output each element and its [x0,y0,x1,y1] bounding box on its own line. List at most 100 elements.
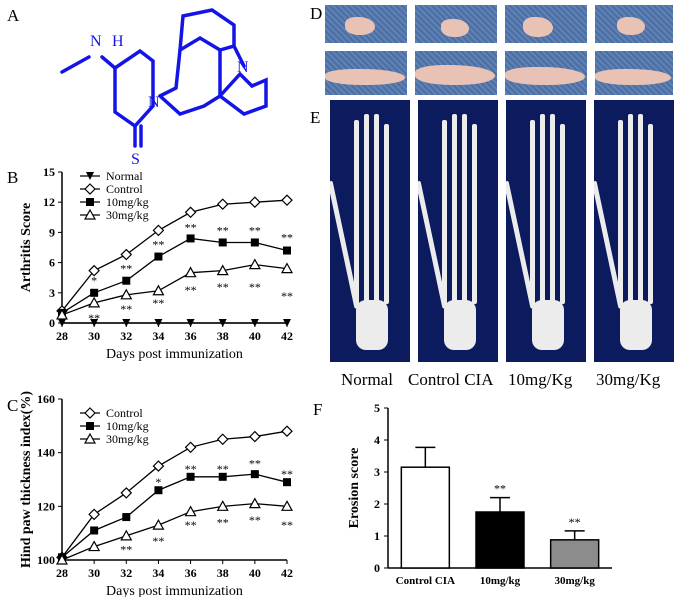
y-tick-label: 9 [49,225,55,239]
series [56,425,293,564]
legend-label: Control [106,406,143,420]
series [55,258,294,320]
data-point [154,252,163,261]
data-point [55,308,69,320]
legend-label: 10mg/kg [106,195,149,209]
data-point [280,262,294,274]
data-point [283,478,291,487]
atom-n-ring2-label: N [237,59,249,76]
data-point [184,266,197,278]
data-point [283,246,291,255]
panel-label-e: E [310,108,321,127]
paw-photo [505,51,587,95]
data-point [120,288,133,300]
data-point [152,518,165,530]
y-tick-label: 1 [374,529,380,543]
legend-marker [84,407,96,419]
data-point [283,319,291,327]
methyl-bond [60,55,91,74]
xray-image [594,100,674,362]
y-tick-label: 140 [37,446,55,460]
data-point [184,441,197,454]
data-point [120,487,133,499]
panel-label-a: A [7,6,20,25]
y-tick-label: 0 [374,561,380,575]
significance-mark: ** [281,230,293,244]
y-tick-label: 15 [43,165,55,179]
data-point [218,472,227,481]
significance-mark: ** [185,518,197,532]
series [58,319,291,327]
legend-marker [83,432,97,444]
data-point [184,505,197,517]
paw-photo [415,51,497,95]
y-tick-label: 6 [49,256,55,270]
data-point [122,319,131,327]
legend-marker [86,198,94,206]
significance-mark: ** [217,462,229,476]
x-tick-label: 36 [185,566,197,580]
data-point [90,319,99,327]
legend-label: Normal [106,169,143,183]
data-point [152,224,165,237]
legend-marker [86,422,94,430]
y-tick-label: 120 [37,499,55,513]
significance-mark: ** [120,262,132,276]
significance-mark: ** [152,237,164,251]
xray-label: 30mg/Kg [596,370,661,389]
y-tick-label: 5 [374,401,380,415]
bar [400,466,451,569]
y-tick-label: 3 [49,286,55,300]
ring-e [218,71,268,116]
significance-mark: ** [281,289,293,303]
ring-c [158,48,222,116]
x-tick-label: 40 [249,329,261,343]
y-tick-label: 3 [374,465,380,479]
significance-mark: ** [185,462,197,476]
x-tick-label: 40 [249,566,261,580]
panel-label-c: C [7,396,19,415]
legend-marker [83,208,97,220]
chemical-structure: N H N N S [60,8,268,166]
significance-mark: ** [120,542,132,556]
xray-label: 10mg/Kg [508,370,573,389]
x-axis-label: Days post immunization [106,584,243,597]
y-axis-label: Arthritis Score [19,203,34,293]
x-tick-label: 36 [185,329,197,343]
y-axis-label: Erosion score [347,448,362,529]
panel-label-d: D [310,4,323,23]
significance-mark: ** [249,223,261,237]
y-tick-label: 0 [49,316,55,330]
data-point [88,296,101,308]
paw-photo [595,5,673,43]
data-point [120,248,133,261]
xray-label: Control CIA [408,370,494,389]
data-point [122,276,131,285]
data-point [152,284,165,296]
significance-mark: ** [185,283,197,297]
data-point [152,460,165,472]
significance-mark: ** [88,311,100,325]
data-point [122,513,131,522]
data-point [248,497,261,509]
significance-mark: ** [152,296,164,310]
legend-label: 30mg/kg [106,432,149,446]
data-point [280,500,294,511]
data-point [216,198,229,211]
paw-photo [325,5,407,43]
data-point [248,258,261,270]
data-point [281,425,293,438]
x-tick-label: 42 [281,329,293,343]
panel-label-b: B [7,168,19,187]
data-point [120,529,133,541]
series [55,497,294,565]
x-tick-label: 30 [88,329,100,343]
x-tick-label: 10mg/kg [480,575,521,587]
significance-mark: ** [249,456,261,470]
atom-n-label: N [90,33,102,50]
data-point [250,470,259,479]
ring-d [178,8,236,52]
significance-mark: ** [120,302,132,316]
significance-mark: ** [281,467,293,481]
y-tick-label: 2 [374,497,380,511]
